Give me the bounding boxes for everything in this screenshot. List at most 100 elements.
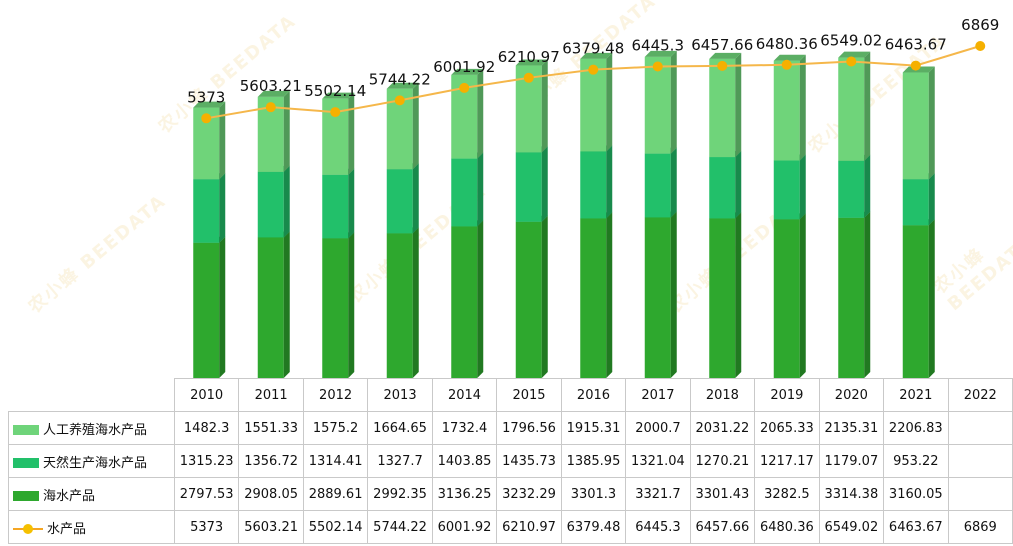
bar-segment [773, 219, 800, 378]
data-cell: 6210.97 [496, 510, 562, 544]
legend-key-icon [13, 491, 39, 501]
bar-side [864, 51, 871, 161]
series-name: 水产品 [47, 521, 87, 537]
bar-segment [709, 218, 736, 378]
data-cell: 1732.4 [431, 411, 498, 445]
data-cell: 1321.04 [625, 444, 691, 478]
data-cell: 3160.05 [883, 477, 949, 511]
bar-segment [838, 217, 865, 378]
data-cell: 1403.85 [431, 444, 498, 478]
line-data-label: 5744.22 [369, 70, 431, 88]
data-cell: 1915.31 [560, 411, 627, 445]
data-cell: 2031.22 [689, 411, 756, 445]
data-cell: 1575.2 [302, 411, 369, 445]
line-data-label: 6445.3 [632, 36, 685, 54]
data-table: 2010 2011 2012 2013 2014 2015 2016 2017 2018 2019… [8, 378, 1013, 544]
bar-segment [257, 237, 284, 378]
bar-side [283, 165, 290, 238]
tick-label: 2015 [496, 378, 562, 412]
data-cell: 2992.35 [367, 477, 433, 511]
legend-key-icon [13, 425, 39, 435]
bar-side [864, 211, 871, 378]
bar-side [412, 163, 419, 234]
bar-segment [773, 160, 800, 220]
bar-top [386, 82, 419, 89]
line-point [265, 102, 276, 113]
bar-segment [580, 218, 607, 378]
line-data-label: 5502.14 [304, 82, 366, 100]
data-cell: 6001.92 [431, 510, 498, 544]
bar-segment [902, 179, 929, 226]
data-cell: 1356.72 [238, 444, 304, 478]
data-cell: 2065.33 [754, 411, 820, 445]
data-cell: 2000.7 [625, 411, 691, 445]
line-point [846, 56, 857, 67]
bar-segment [193, 179, 220, 243]
data-cell [947, 444, 1013, 478]
bar-side [606, 145, 613, 219]
data-cell: 1217.17 [754, 444, 820, 478]
bar-side [477, 220, 484, 378]
data-cell: 6480.36 [754, 510, 820, 544]
data-cell: 5373 [173, 510, 240, 544]
line-data-label: 6210.97 [498, 48, 560, 66]
data-cell [947, 411, 1013, 445]
data-cell: 1664.65 [367, 411, 433, 445]
bar-top [322, 92, 355, 99]
bar-side [348, 168, 355, 239]
bar-side [670, 211, 677, 378]
data-cell: 3314.38 [818, 477, 885, 511]
bar-side [477, 68, 484, 159]
line-point [330, 107, 341, 118]
bar-top [709, 52, 742, 59]
bar-segment [451, 226, 478, 378]
data-cell: 2797.53 [173, 477, 240, 511]
table-row: 天然生产海水产品 1315.23 1356.72 1314.41 1327.7 1403.… [8, 444, 1013, 478]
bar-segment [644, 153, 671, 218]
data-cell: 1270.21 [689, 444, 756, 478]
bar-side [219, 173, 226, 243]
bar-side [477, 152, 484, 227]
bar-side [541, 59, 548, 153]
legend-key-icon [13, 458, 39, 468]
bar-top [773, 54, 806, 61]
bar-side [541, 146, 548, 222]
bar-side [670, 147, 677, 218]
bar-segment [386, 169, 413, 234]
bar-side [412, 82, 419, 170]
bar-segment [515, 152, 542, 222]
bar-side [799, 213, 806, 378]
data-cell: 5744.22 [367, 510, 433, 544]
line-point [975, 40, 986, 51]
data-cell: 1435.73 [496, 444, 562, 478]
bar-side [735, 151, 742, 219]
bar-segment [773, 60, 800, 161]
bar-side [735, 52, 742, 158]
bar-side [219, 236, 226, 378]
data-cell: 1385.95 [560, 444, 627, 478]
line-point [652, 61, 663, 72]
data-cell: 3282.5 [754, 477, 820, 511]
line-point [459, 82, 470, 93]
bar-segment [515, 221, 542, 378]
line-point [394, 95, 405, 106]
bar-side [670, 50, 677, 154]
tick-label: 2012 [302, 378, 369, 412]
tick-label: 2022 [947, 378, 1013, 412]
series-name: 人工养殖海水产品 [43, 422, 148, 438]
data-cell: 5502.14 [302, 510, 369, 544]
bars-layer [193, 50, 935, 378]
tick-label: 2021 [883, 378, 949, 412]
tick-label: 2018 [689, 378, 756, 412]
bar-side [799, 54, 806, 161]
bar-segment [451, 158, 478, 227]
data-cell: 5603.21 [238, 510, 304, 544]
line-point [201, 113, 212, 124]
bar-segment [838, 57, 865, 161]
bar-side [799, 154, 806, 220]
line-point [717, 60, 728, 71]
data-cell: 2135.31 [818, 411, 885, 445]
line-point [588, 64, 599, 75]
